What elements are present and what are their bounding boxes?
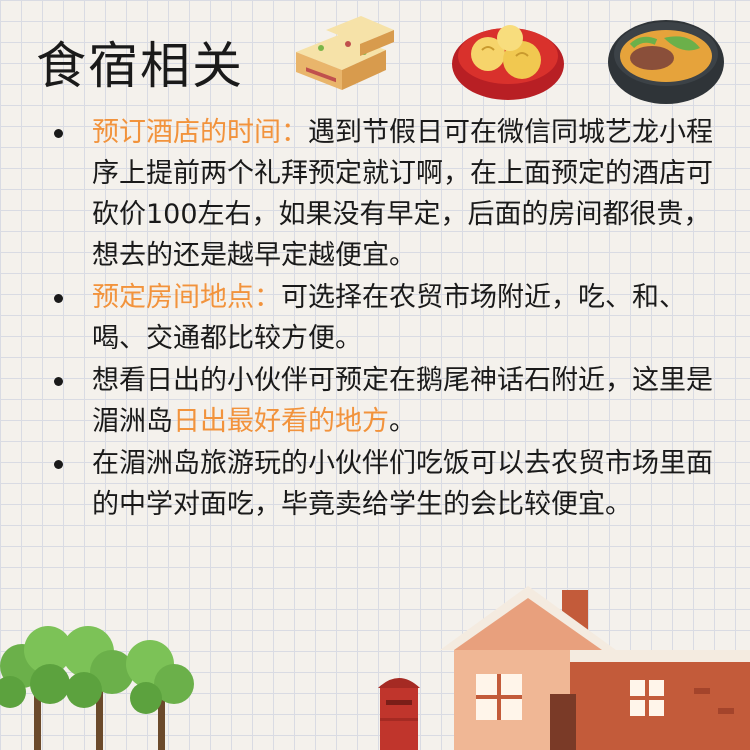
list-item: 预订酒店的时间：遇到节假日可在微信同城艺龙小程序上提前两个礼拜预定就订啊，在上面… (40, 112, 730, 276)
list-item: 想看日出的小伙伴可预定在鹅尾神话石附近，这里是湄洲岛日出最好看的地方。 (40, 360, 730, 442)
list-item-highlight: 日出最好看的地方 (173, 406, 389, 437)
tips-list: 预订酒店的时间：遇到节假日可在微信同城艺龙小程序上提前两个礼拜预定就订啊，在上面… (40, 112, 730, 526)
list-item: 在湄洲岛旅游玩的小伙伴们吃饭可以去农贸市场里面的中学对面吃，毕竟卖给学生的会比较… (40, 443, 730, 525)
list-item-text-end: 。 (389, 406, 416, 437)
tree-icon (0, 626, 194, 750)
list-item: 预定房间地点：可选择在农贸市场附近，吃、和、喝、交通都比较方便。 (40, 277, 730, 359)
list-item-lead: 预定房间地点： (92, 282, 281, 313)
list-item-lead: 预订酒店的时间： (92, 117, 308, 148)
house-icon (440, 586, 750, 750)
bun-bowl-icon (452, 25, 564, 100)
cake-icon (296, 16, 394, 90)
list-item-text: 在湄洲岛旅游玩的小伙伴们吃饭可以去农贸市场里面的中学对面吃，毕竟卖给学生的会比较… (92, 448, 713, 520)
list-item-text: 遇到节假日可在微信同城艺龙小程序上提前两个礼拜预定就订啊，在上面预定的酒店可砍价… (92, 117, 713, 271)
page-title: 食宿相关 (36, 37, 244, 95)
mailbox-icon (378, 678, 420, 750)
soup-bowl-icon (608, 20, 724, 104)
list-item-text: 可选择在农贸市场附近，吃、和、喝、交通都比较方便。 (92, 282, 686, 354)
list-item-text: 想看日出的小伙伴可预定在鹅尾神话石附近，这里是湄洲岛 (92, 365, 713, 437)
